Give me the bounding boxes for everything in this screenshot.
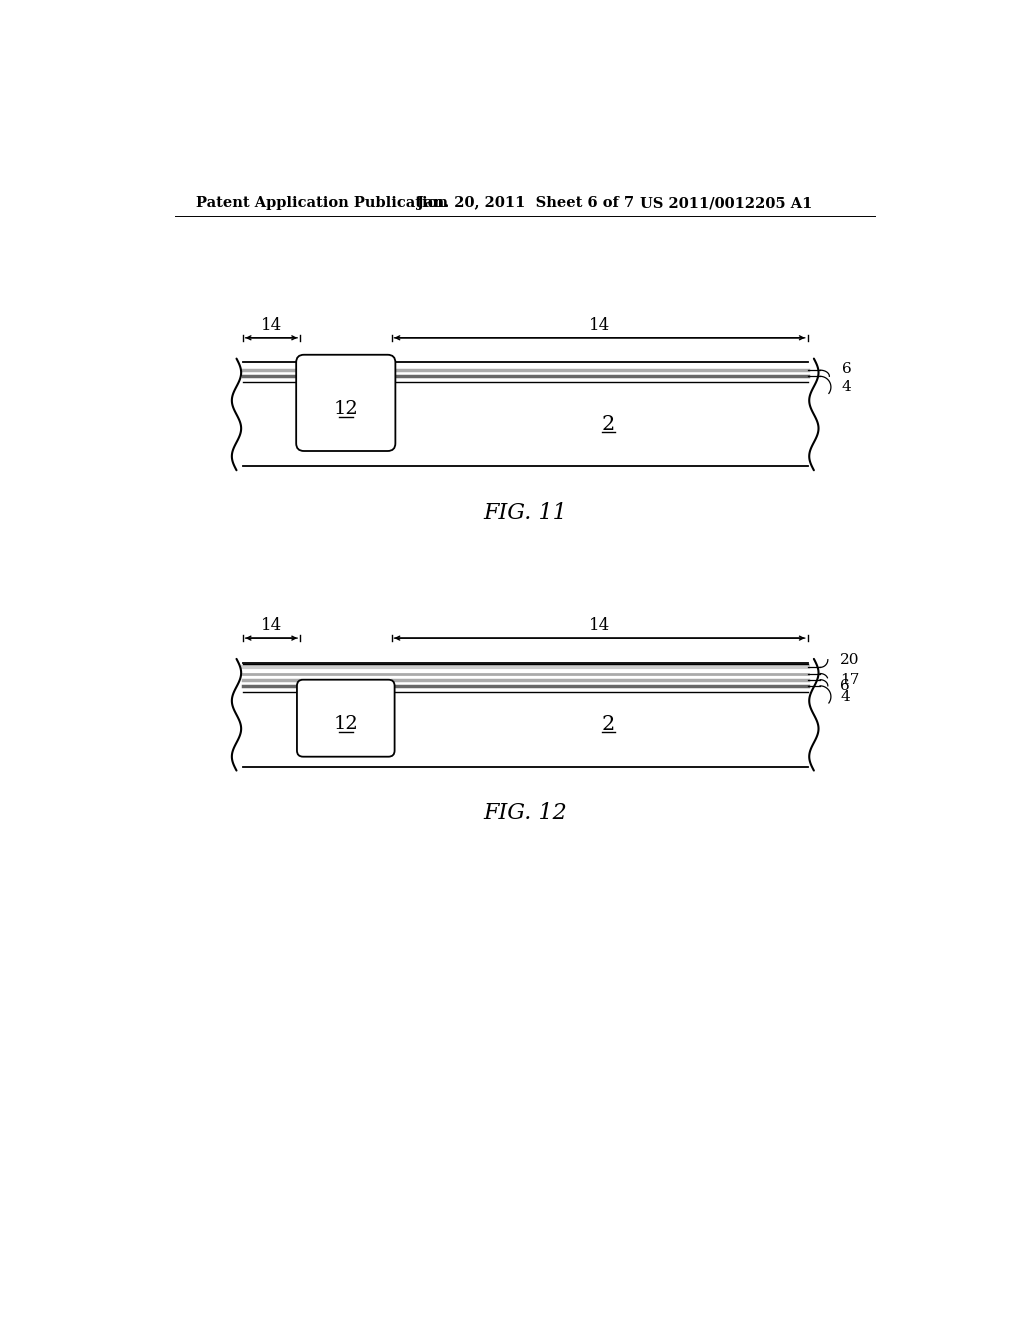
Text: US 2011/0012205 A1: US 2011/0012205 A1 bbox=[640, 197, 812, 210]
Text: 2: 2 bbox=[602, 414, 615, 433]
Text: 12: 12 bbox=[334, 400, 358, 418]
FancyBboxPatch shape bbox=[297, 680, 394, 756]
Text: 14: 14 bbox=[589, 317, 610, 334]
Text: 4: 4 bbox=[842, 380, 852, 395]
Text: 2: 2 bbox=[602, 715, 615, 734]
Text: 17: 17 bbox=[841, 673, 859, 686]
Text: FIG. 11: FIG. 11 bbox=[483, 502, 566, 524]
Text: FIG. 12: FIG. 12 bbox=[483, 801, 566, 824]
Text: 14: 14 bbox=[589, 618, 610, 635]
Text: 14: 14 bbox=[261, 317, 282, 334]
Text: Jan. 20, 2011  Sheet 6 of 7: Jan. 20, 2011 Sheet 6 of 7 bbox=[417, 197, 634, 210]
Text: Patent Application Publication: Patent Application Publication bbox=[197, 197, 449, 210]
Text: 20: 20 bbox=[841, 652, 860, 667]
Text: 6: 6 bbox=[842, 362, 852, 376]
Text: 6: 6 bbox=[841, 678, 850, 693]
Text: 12: 12 bbox=[334, 715, 358, 734]
Text: 4: 4 bbox=[841, 689, 850, 704]
FancyBboxPatch shape bbox=[296, 355, 395, 451]
Text: 14: 14 bbox=[261, 618, 282, 635]
